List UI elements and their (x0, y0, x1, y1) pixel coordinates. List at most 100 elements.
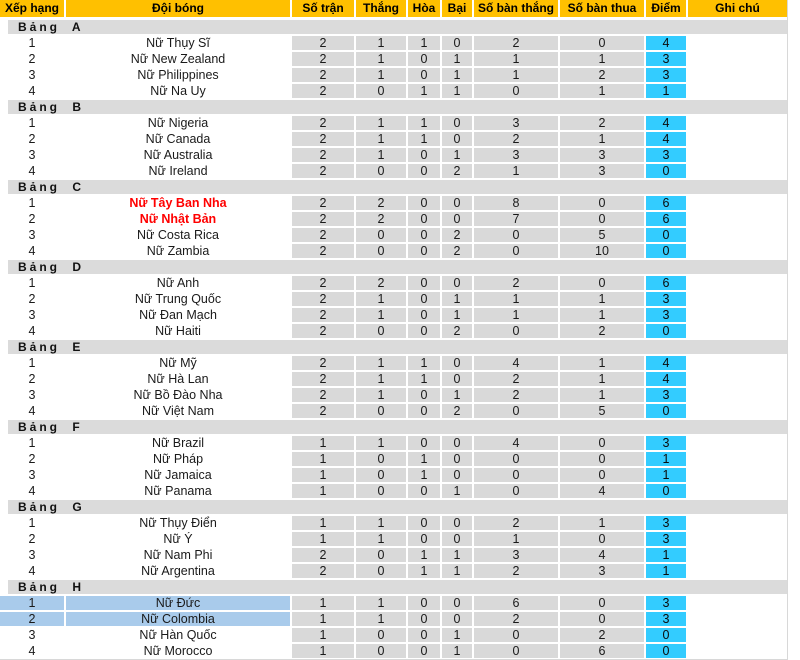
team-name[interactable]: Nữ Morocco (66, 644, 290, 658)
team-name[interactable]: Nữ Việt Nam (66, 404, 290, 418)
draws-cell: 0 (408, 532, 440, 546)
losses-cell: 0 (442, 212, 472, 226)
points-cell: 3 (646, 68, 686, 82)
team-name[interactable]: Nữ Bồ Đào Nha (66, 388, 290, 402)
goals-for-cell: 7 (474, 212, 558, 226)
goals-for-cell: 6 (474, 596, 558, 610)
team-name[interactable]: Nữ Trung Quốc (66, 292, 290, 306)
team-name[interactable]: Nữ Đức (66, 596, 290, 610)
team-name[interactable]: Nữ Hàn Quốc (66, 628, 290, 642)
goals-for-cell: 0 (474, 452, 558, 466)
wins-cell: 1 (356, 388, 406, 402)
rank-cell: 2 (0, 612, 64, 626)
note-cell (688, 596, 787, 610)
wins-cell: 0 (356, 164, 406, 178)
note-cell (688, 484, 787, 498)
group-header: Bảng E (8, 340, 787, 354)
goals-against-cell: 4 (560, 548, 644, 562)
goals-against-cell: 1 (560, 292, 644, 306)
team-name[interactable]: Nữ Australia (66, 148, 290, 162)
table-row: 4 Nữ Panama 1 0 0 1 0 4 0 (0, 484, 787, 498)
team-name[interactable]: Nữ Haiti (66, 324, 290, 338)
team-name[interactable]: Nữ Brazil (66, 436, 290, 450)
losses-cell: 1 (442, 292, 472, 306)
goals-against-cell: 1 (560, 52, 644, 66)
team-name[interactable]: Nữ New Zealand (66, 52, 290, 66)
team-name[interactable]: Nữ Nam Phi (66, 548, 290, 562)
team-name[interactable]: Nữ Panama (66, 484, 290, 498)
wins-cell: 0 (356, 484, 406, 498)
team-name[interactable]: Nữ Thụy Điển (66, 516, 290, 530)
table-row: 4 Nữ Việt Nam 2 0 0 2 0 5 0 (0, 404, 787, 418)
team-name[interactable]: Nữ Ireland (66, 164, 290, 178)
team-name[interactable]: Nữ Mỹ (66, 356, 290, 370)
rank-cell: 4 (0, 164, 64, 178)
losses-cell: 1 (442, 564, 472, 578)
losses-cell: 2 (442, 228, 472, 242)
table-row: 4 Nữ Na Uy 2 0 1 1 0 1 1 (0, 84, 787, 98)
team-name[interactable]: Nữ Jamaica (66, 468, 290, 482)
draws-cell: 0 (408, 324, 440, 338)
points-cell: 4 (646, 132, 686, 146)
draws-cell: 0 (408, 388, 440, 402)
goals-against-cell: 0 (560, 196, 644, 210)
losses-cell: 1 (442, 548, 472, 562)
team-name[interactable]: Nữ Pháp (66, 452, 290, 466)
rank-cell: 2 (0, 52, 64, 66)
wins-cell: 1 (356, 372, 406, 386)
team-name[interactable]: Nữ Philippines (66, 68, 290, 82)
note-cell (688, 292, 787, 306)
note-cell (688, 372, 787, 386)
team-name[interactable]: Nữ Hà Lan (66, 372, 290, 386)
team-name[interactable]: Nữ Zambia (66, 244, 290, 258)
goals-against-cell: 2 (560, 324, 644, 338)
team-name[interactable]: Nữ Costa Rica (66, 228, 290, 242)
goals-for-cell: 0 (474, 84, 558, 98)
table-row: 4 Nữ Argentina 2 0 1 1 2 3 1 (0, 564, 787, 578)
draws-cell: 0 (408, 196, 440, 210)
rank-cell: 2 (0, 212, 64, 226)
draws-cell: 1 (408, 468, 440, 482)
goals-against-cell: 0 (560, 452, 644, 466)
goals-for-cell: 4 (474, 356, 558, 370)
note-cell (688, 276, 787, 290)
goals-against-cell: 0 (560, 36, 644, 50)
table-row: 1 Nữ Nigeria 2 1 1 0 3 2 4 (0, 116, 787, 130)
matches-cell: 2 (292, 404, 354, 418)
table-row: 1 Nữ Đức 1 1 0 0 6 0 3 (0, 596, 787, 610)
note-cell (688, 532, 787, 546)
wins-cell: 1 (356, 36, 406, 50)
draws-cell: 0 (408, 148, 440, 162)
matches-cell: 2 (292, 324, 354, 338)
team-name[interactable]: Nữ Colombia (66, 612, 290, 626)
team-name[interactable]: Nữ Nhật Bản (66, 212, 290, 226)
table-row: 3 Nữ Costa Rica 2 0 0 2 0 5 0 (0, 228, 787, 242)
matches-cell: 2 (292, 116, 354, 130)
points-cell: 4 (646, 356, 686, 370)
points-cell: 3 (646, 516, 686, 530)
matches-cell: 2 (292, 148, 354, 162)
team-name[interactable]: Nữ Thụy Sĩ (66, 36, 290, 50)
rank-cell: 4 (0, 564, 64, 578)
team-name[interactable]: Nữ Na Uy (66, 84, 290, 98)
note-cell (688, 36, 787, 50)
matches-cell: 2 (292, 212, 354, 226)
team-name[interactable]: Nữ Argentina (66, 564, 290, 578)
team-name[interactable]: Nữ Tây Ban Nha (66, 196, 290, 210)
note-cell (688, 84, 787, 98)
wins-cell: 1 (356, 436, 406, 450)
wins-cell: 1 (356, 516, 406, 530)
team-name[interactable]: Nữ Canada (66, 132, 290, 146)
rank-cell: 1 (0, 36, 64, 50)
wins-cell: 0 (356, 452, 406, 466)
table-row: 3 Nữ Nam Phi 2 0 1 1 3 4 1 (0, 548, 787, 562)
team-name[interactable]: Nữ Nigeria (66, 116, 290, 130)
rank-cell: 3 (0, 308, 64, 322)
points-cell: 6 (646, 276, 686, 290)
draws-cell: 0 (408, 628, 440, 642)
matches-cell: 1 (292, 452, 354, 466)
team-name[interactable]: Nữ Ý (66, 532, 290, 546)
team-name[interactable]: Nữ Đan Mạch (66, 308, 290, 322)
team-name[interactable]: Nữ Anh (66, 276, 290, 290)
points-cell: 0 (646, 628, 686, 642)
